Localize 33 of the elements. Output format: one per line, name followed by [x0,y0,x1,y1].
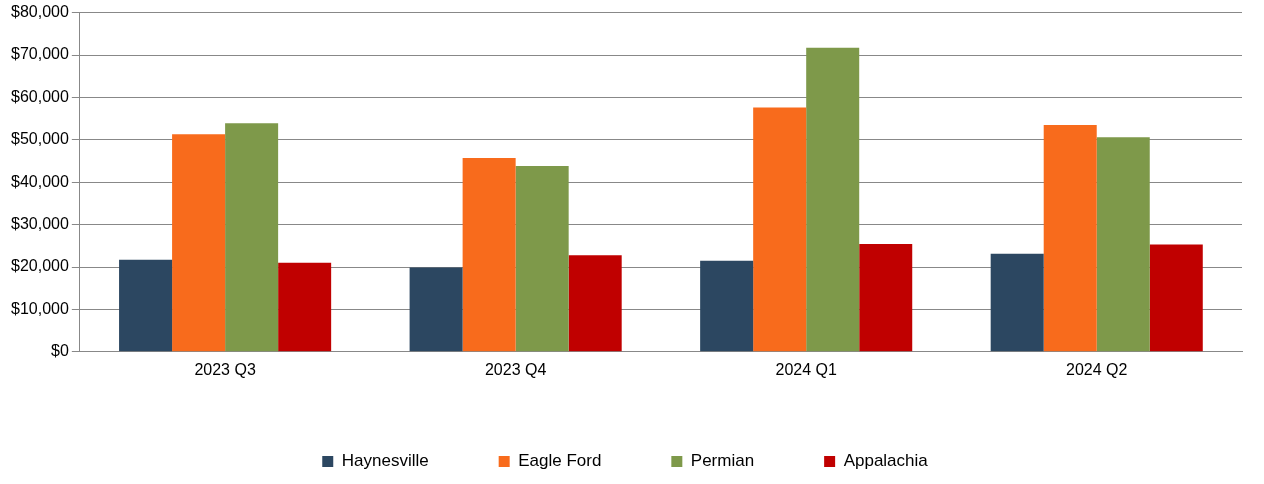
x-tick-label: 2023 Q3 [194,360,256,378]
y-tick-label: $50,000 [10,130,69,148]
bar [859,244,913,352]
bar [753,107,807,352]
y-tick-label: $10,000 [10,299,69,317]
bar [172,134,226,352]
legend-label: Eagle Ford [518,451,602,471]
bar [515,166,569,352]
y-tick-label: $70,000 [10,45,69,63]
bar [1096,137,1150,352]
bar [119,259,173,352]
bar [700,260,754,352]
y-tick-label: $40,000 [10,172,69,190]
y-tick-label: $20,000 [10,257,69,275]
bar [462,158,516,352]
bar [1043,124,1097,352]
bar [409,267,463,352]
legend-label: Appalachia [843,451,929,471]
bar [225,123,279,352]
y-tick-label: $0 [51,342,69,360]
x-tick-label: 2024 Q1 [775,360,837,378]
x-tick-label: 2024 Q2 [1066,360,1128,378]
bar [806,47,860,352]
legend-label: Permian [690,451,755,471]
bar [990,253,1044,352]
y-tick-label: $60,000 [10,87,69,105]
y-tick-label: $30,000 [10,215,69,233]
x-tick-label: 2023 Q4 [484,360,547,378]
bar [1149,244,1203,352]
y-tick-label: $80,000 [10,3,69,21]
legend-label: Haynesville [341,451,429,471]
bar [278,262,332,352]
bar [568,255,622,352]
